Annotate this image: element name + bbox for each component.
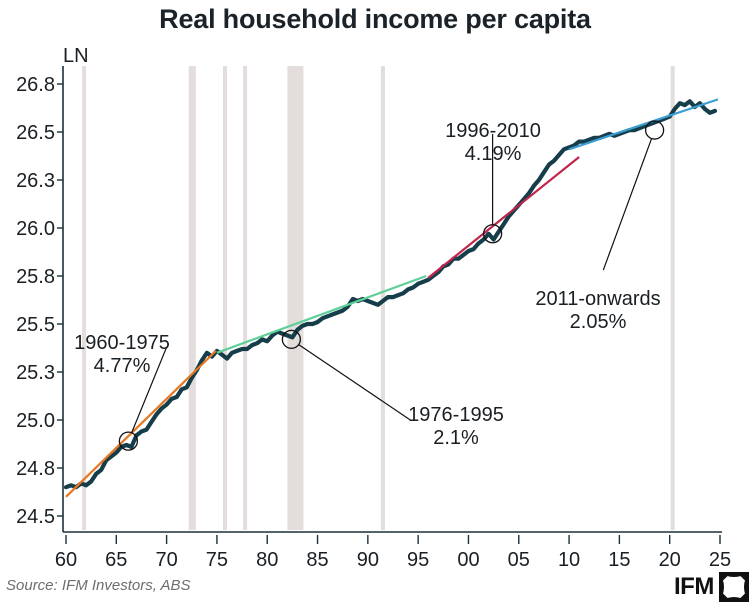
x-ticks: 60 65 70 75 80 85 90 95 00 05 10 15 20 25 bbox=[55, 535, 731, 571]
recession-band bbox=[188, 66, 196, 530]
trend-line-1996-2010 bbox=[427, 156, 580, 279]
y-tick-label: 26.5 bbox=[16, 122, 55, 144]
y-tick-label: 25.0 bbox=[16, 410, 55, 432]
recession-band bbox=[82, 66, 87, 530]
recession-band bbox=[222, 66, 227, 530]
y-tick-label: 26.8 bbox=[16, 74, 55, 96]
x-tick-label: 10 bbox=[558, 549, 580, 571]
y-tick-label: 24.8 bbox=[16, 458, 55, 480]
x-tick-label: 20 bbox=[659, 549, 681, 571]
ifm-logo-icon bbox=[718, 572, 749, 602]
annotation-leader-line bbox=[602, 138, 653, 271]
y-tick-label: 24.5 bbox=[16, 506, 55, 528]
x-tick-label: 95 bbox=[407, 549, 429, 571]
x-tick-label: 15 bbox=[608, 549, 630, 571]
y-axis-label: LN bbox=[63, 45, 89, 67]
x-tick-label: 80 bbox=[256, 549, 278, 571]
annotation-period-label: 2011-onwards bbox=[535, 288, 660, 310]
x-tick-label: 90 bbox=[357, 549, 379, 571]
annotation-period-label: 1976-1995 bbox=[408, 404, 504, 426]
x-tick-label: 85 bbox=[306, 549, 328, 571]
trend-line-2011-onwards bbox=[568, 98, 719, 151]
series-group bbox=[63, 99, 718, 490]
annotation-rate-label: 4.77% bbox=[94, 355, 151, 377]
income-series-line bbox=[63, 99, 718, 490]
trend-lines bbox=[65, 98, 719, 498]
source-note: Source: IFM Investors, ABS bbox=[6, 577, 191, 594]
y-tick-label: 26.3 bbox=[16, 170, 55, 192]
annotation-leader-line bbox=[131, 346, 168, 433]
chart-title: Real household income per capita bbox=[159, 4, 591, 34]
annotation-leader-line bbox=[298, 344, 411, 421]
logo-text: IFM bbox=[674, 573, 714, 600]
recession-band bbox=[670, 66, 675, 530]
recession-bands bbox=[82, 66, 675, 530]
annotation-rate-label: 2.1% bbox=[433, 427, 479, 449]
annotation-circle bbox=[482, 224, 503, 244]
annotation-rate-label: 2.05% bbox=[570, 311, 627, 333]
annotation-circle bbox=[118, 431, 139, 451]
annotation-rate-label: 4.19% bbox=[465, 143, 522, 165]
y-ticks: 24.5 24.8 25.0 25.3 25.5 25.8 26.0 26.3 26.5 26.8 bbox=[16, 74, 63, 528]
y-tick-label: 26.0 bbox=[16, 218, 55, 240]
x-tick-label: 25 bbox=[709, 549, 731, 571]
trend-line-1960-1975 bbox=[65, 350, 217, 498]
y-tick-label: 25.3 bbox=[16, 362, 55, 384]
annotation-period-label: 1960-1975 bbox=[74, 332, 170, 354]
y-tick-label: 25.5 bbox=[16, 314, 55, 336]
x-tick-label: 65 bbox=[105, 549, 127, 571]
trend-line-1976-1995 bbox=[216, 274, 427, 354]
annotation-circle bbox=[644, 120, 665, 140]
recession-band bbox=[287, 66, 304, 530]
recession-band bbox=[243, 66, 248, 530]
x-tick-label: 70 bbox=[155, 549, 177, 571]
y-tick-label: 25.8 bbox=[16, 266, 55, 288]
annotation-circle bbox=[281, 329, 302, 350]
ifm-logo: IFM bbox=[674, 572, 749, 602]
x-tick-label: 00 bbox=[457, 549, 479, 571]
x-tick-label: 75 bbox=[206, 549, 228, 571]
recession-band bbox=[380, 66, 385, 530]
annotation-period-label: 1996-2010 bbox=[445, 120, 541, 142]
x-tick-label: 60 bbox=[55, 549, 77, 571]
axes: LN bbox=[62, 45, 722, 533]
x-tick-label: 05 bbox=[508, 549, 530, 571]
